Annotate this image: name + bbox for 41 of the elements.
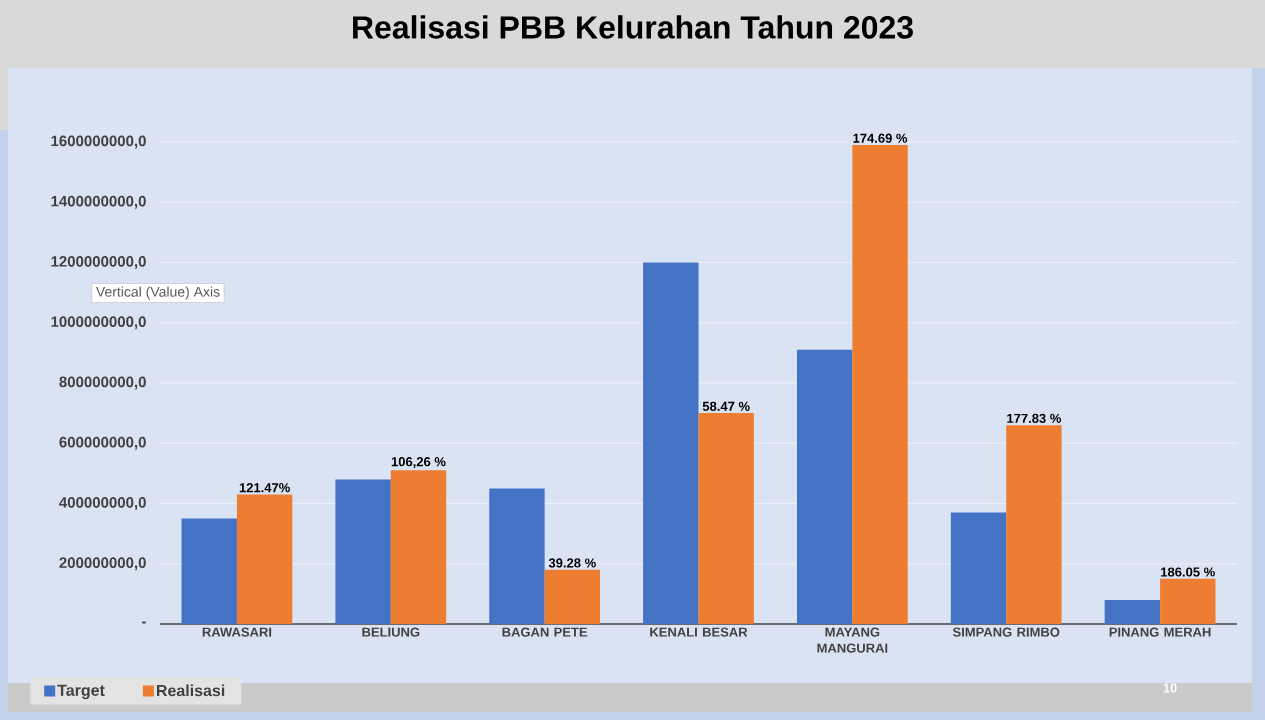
y-tick-label: - <box>142 621 146 624</box>
annotation: 177.83 % <box>1007 413 1062 423</box>
bar <box>796 349 853 624</box>
bar <box>698 413 754 624</box>
bar <box>950 512 1007 624</box>
x-tick-label: KENALI BESAR <box>650 627 748 637</box>
x-tick-label: PINANG MERAH <box>1109 627 1211 637</box>
x-tick-label: MAYANG MANGURAI <box>817 627 888 653</box>
y-tick-label: 1200000000,0 <box>51 256 146 269</box>
legend-label: Realisasi <box>156 684 225 697</box>
bar <box>852 145 908 624</box>
annotation: 174.69 % <box>853 133 908 143</box>
annotation: 106,26 % <box>391 457 446 469</box>
bar <box>544 569 601 624</box>
y-tick-label: 1000000000,0 <box>51 316 146 330</box>
y-tick-label: 400000000,0 <box>59 497 146 510</box>
x-tick-label: SIMPANG RIMBO <box>952 627 1060 637</box>
y-tick-label: 1400000000,0 <box>51 195 146 209</box>
bar <box>236 494 293 624</box>
y-tick-label: 800000000,0 <box>59 376 146 390</box>
annotation: 186.05 % <box>1161 567 1215 577</box>
bar <box>1006 425 1062 624</box>
bar <box>181 518 237 624</box>
y-tick-label: 1600000000,0 <box>51 135 146 149</box>
bar <box>489 488 545 624</box>
annotation: Vertical (Value) Axis <box>95 286 220 300</box>
legend-label: Target <box>57 684 105 700</box>
annotation: 39.28 % <box>548 558 596 568</box>
x-tick-label: BELIUNG <box>362 627 420 637</box>
bar <box>1104 599 1161 624</box>
bar <box>643 262 699 624</box>
annotation: 121.47% <box>239 483 290 493</box>
y-tick-label: 600000000,0 <box>59 436 146 450</box>
x-tick-label: BAGAN PETE <box>502 627 588 637</box>
annotation: 58.47 % <box>702 401 750 411</box>
x-tick-label: RAWASARI <box>202 627 272 637</box>
bar <box>1160 578 1216 624</box>
y-tick-label: 200000000,0 <box>59 557 146 571</box>
bar <box>390 470 447 624</box>
bar <box>335 479 391 624</box>
chart-title: Realisasi PBB Kelurahan Tahun 2023 <box>353 15 913 39</box>
